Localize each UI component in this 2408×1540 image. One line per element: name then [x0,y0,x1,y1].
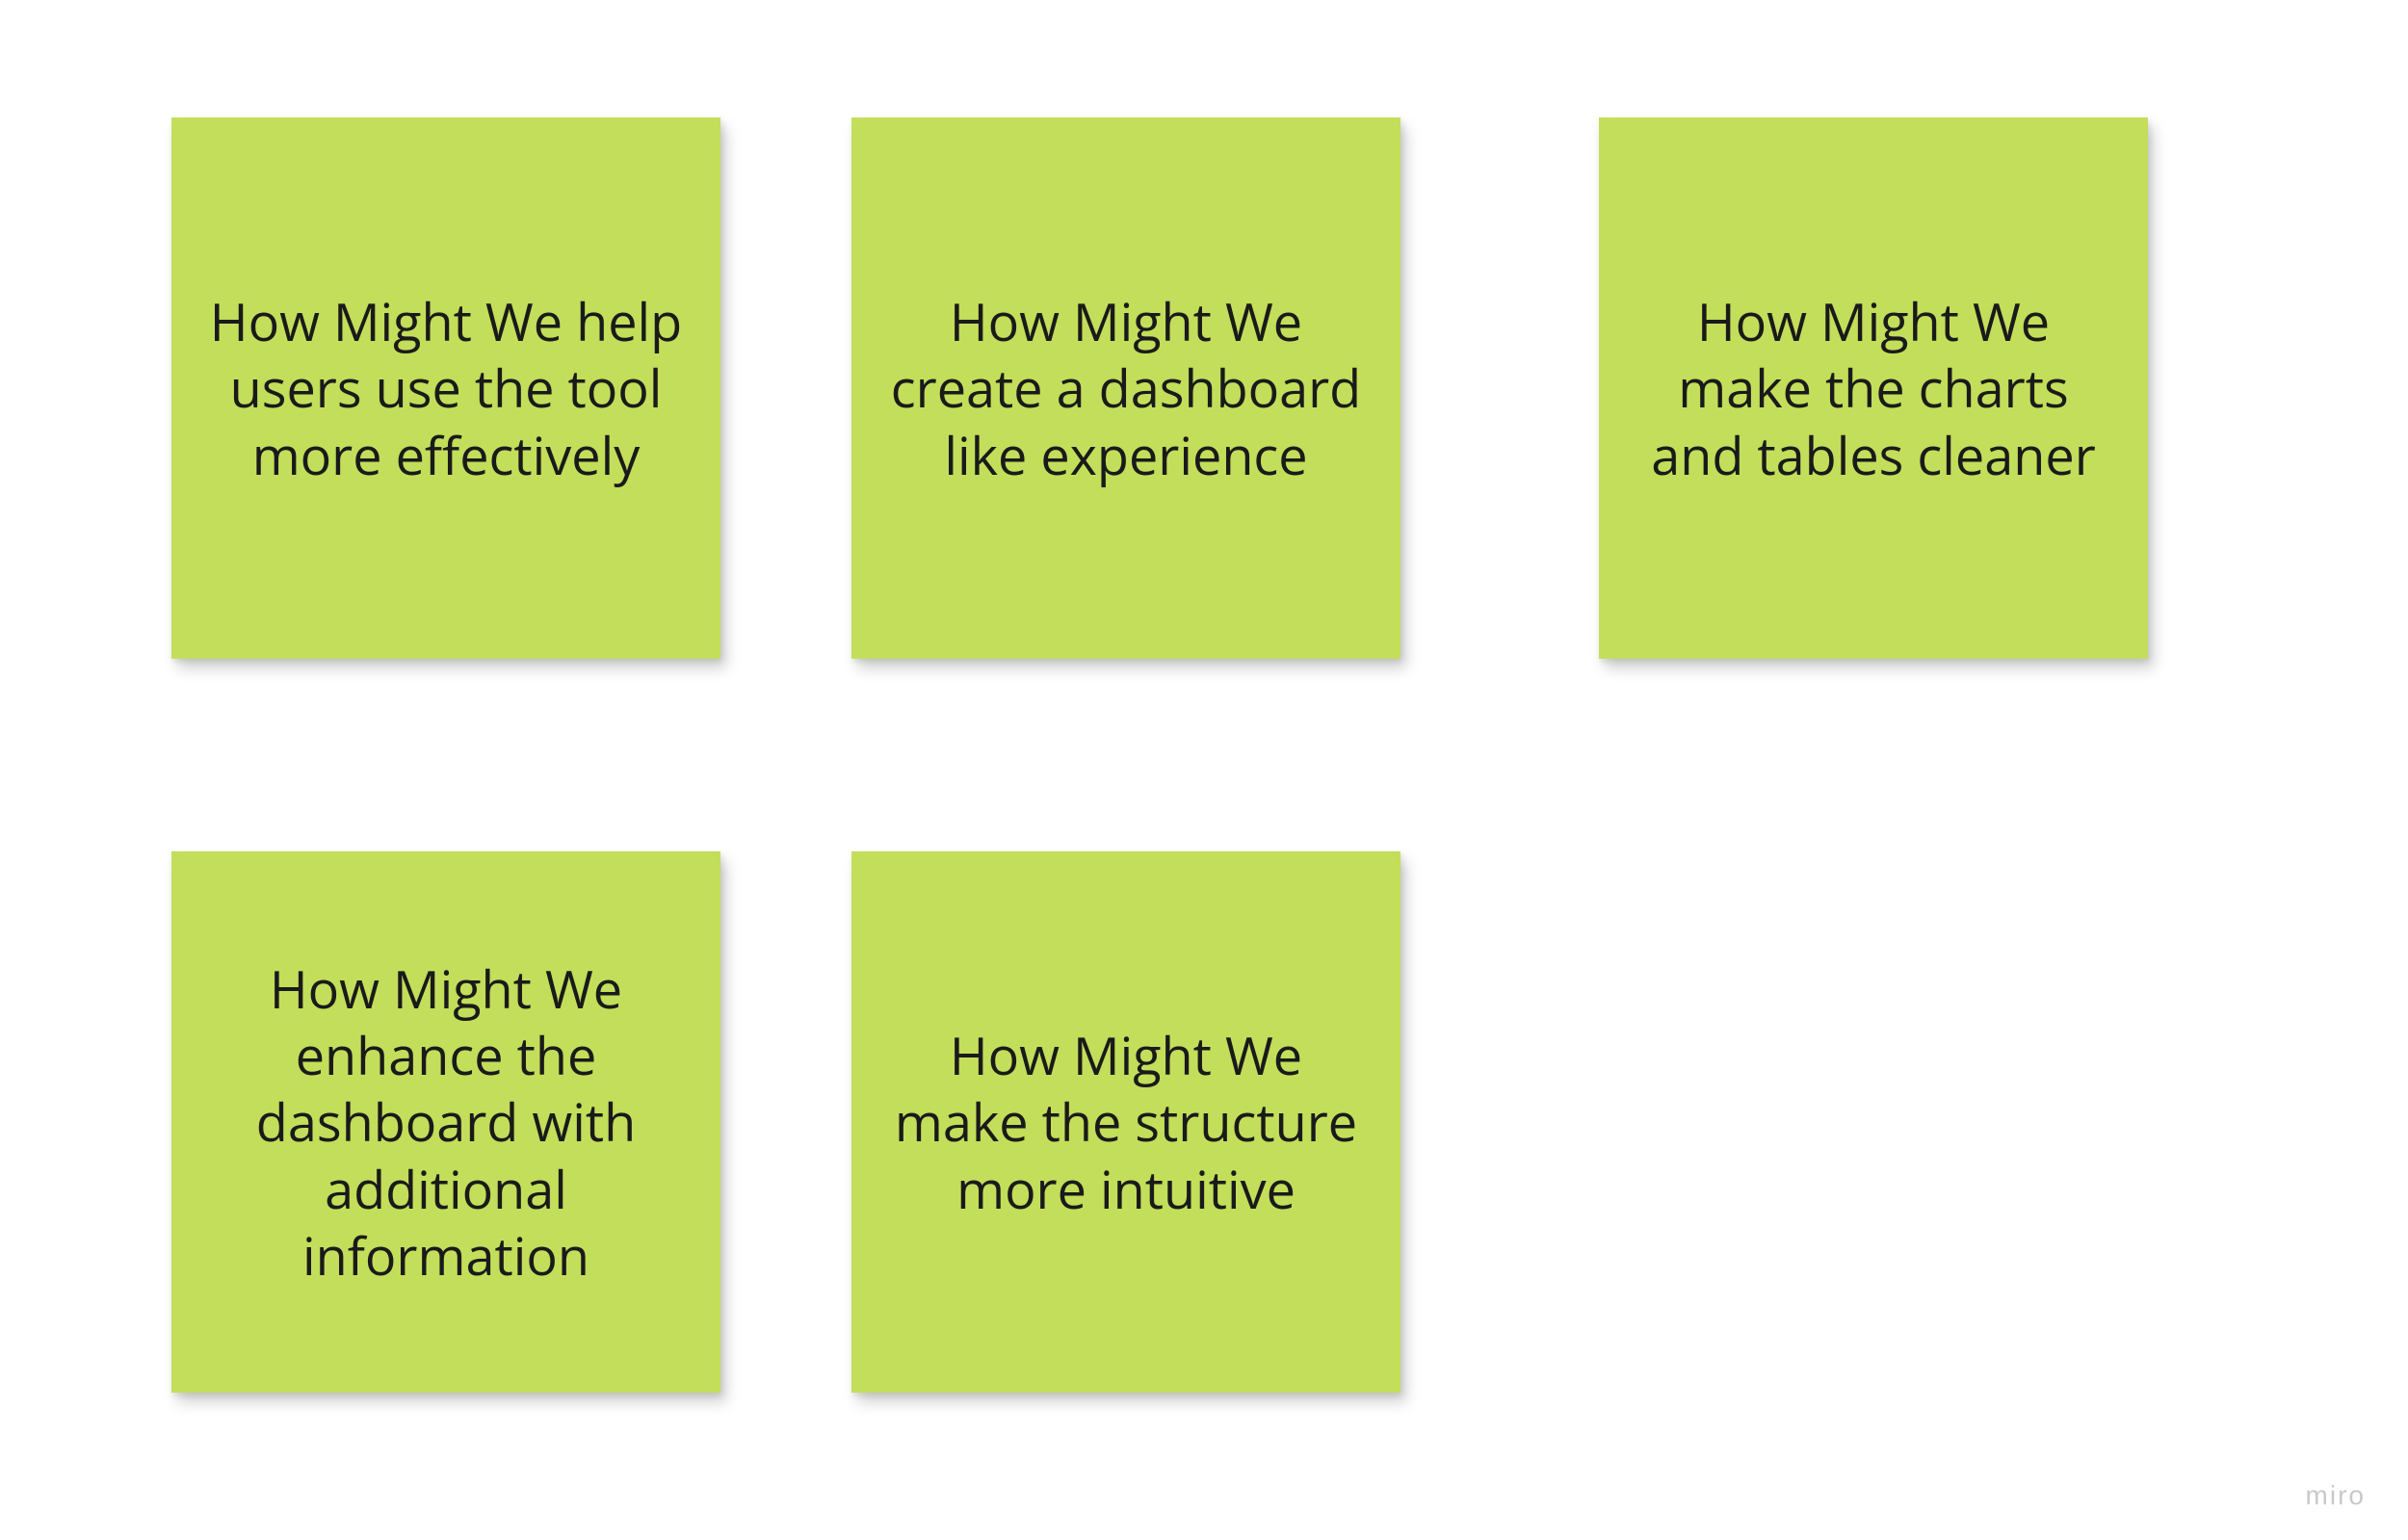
miro-watermark: miro [2306,1480,2366,1511]
sticky-note-text: How Might We create a dashboard like exp… [886,288,1366,487]
sticky-note-text: How Might We help users use the tool mor… [206,288,686,487]
sticky-note[interactable]: How Might We help users use the tool mor… [171,117,720,659]
sticky-note-text: How Might We enhance the dashboard with … [206,955,686,1289]
sticky-note[interactable]: How Might We enhance the dashboard with … [171,851,720,1393]
sticky-note-text: How Might We make the structure more int… [886,1022,1366,1221]
sticky-note[interactable]: How Might We make the charts and tables … [1599,117,2148,659]
sticky-note[interactable]: How Might We make the structure more int… [851,851,1400,1393]
sticky-note[interactable]: How Might We create a dashboard like exp… [851,117,1400,659]
sticky-note-text: How Might We make the charts and tables … [1634,288,2113,487]
miro-canvas[interactable]: How Might We help users use the tool mor… [0,0,2408,1540]
